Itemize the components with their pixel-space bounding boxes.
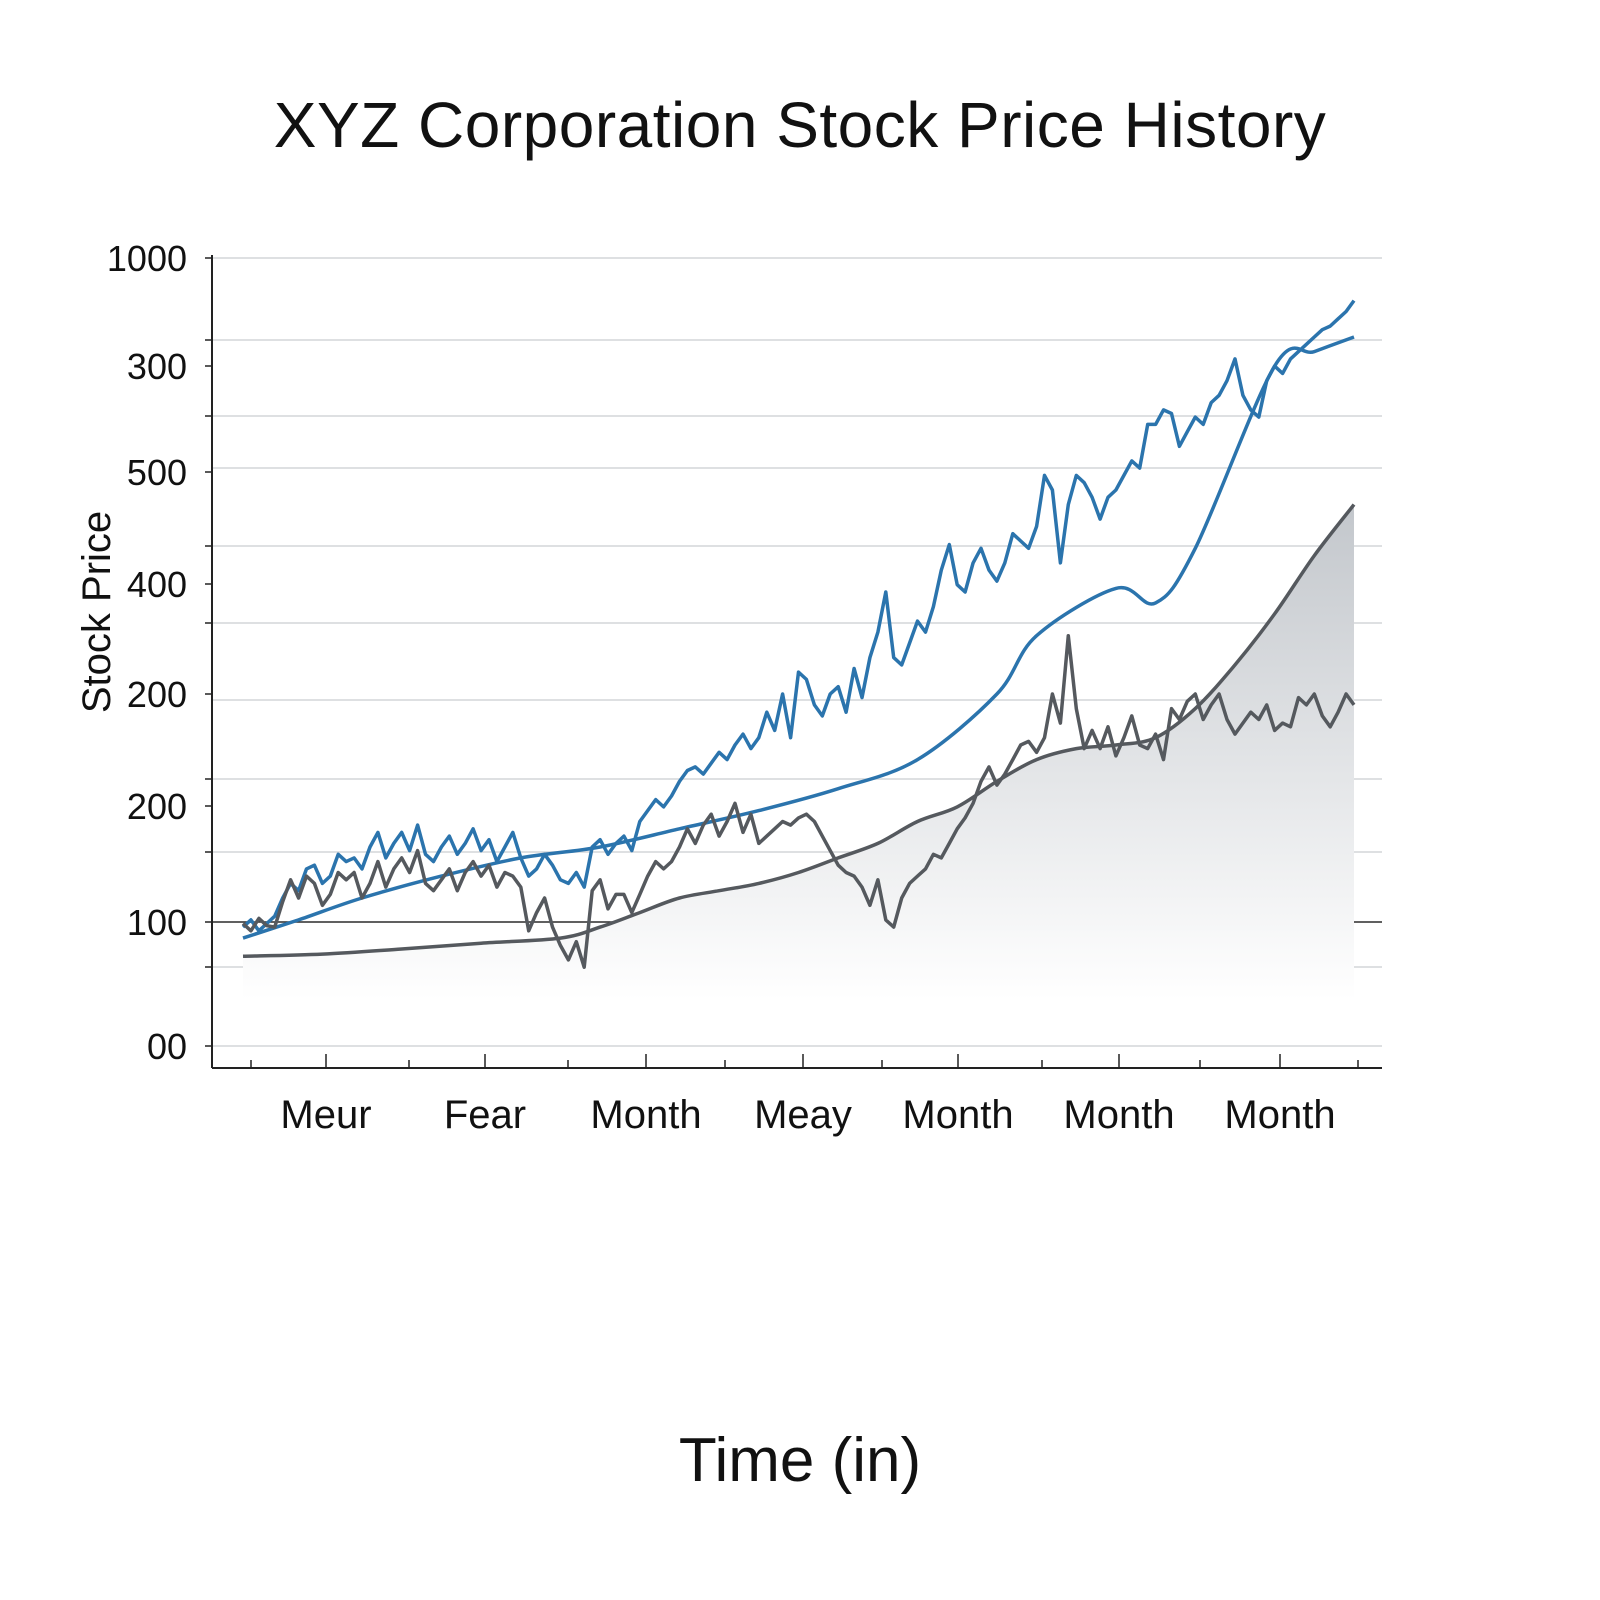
x-axis-label: Time (in) <box>678 1426 922 1495</box>
x-tick-label: Fear <box>444 1093 526 1137</box>
x-tick-label: Meay <box>754 1093 852 1137</box>
y-tick-label: 200 <box>127 786 187 827</box>
y-tick-label: 300 <box>127 346 187 387</box>
x-tick-label: Month <box>590 1093 701 1137</box>
y-tick-label: 100 <box>127 902 187 943</box>
y-ticks: 1000 300 500 400 200 200 100 00 <box>107 238 212 1067</box>
y-tick-label: 400 <box>127 564 187 605</box>
y-tick-label: 500 <box>127 452 187 493</box>
series-layer <box>241 299 1356 969</box>
series-line-trend-blue <box>242 335 1355 940</box>
x-tick-label: Month <box>1063 1093 1174 1137</box>
y-axis-label: Stock Price <box>75 511 119 713</box>
x-tick-label: Meur <box>280 1093 371 1137</box>
x-tick-label: Month <box>1224 1093 1335 1137</box>
series-points-price-gray <box>242 635 1355 968</box>
y-tick-label: 00 <box>147 1026 187 1067</box>
series-area-fill <box>243 504 1354 1000</box>
area-layer <box>243 504 1354 1000</box>
axes <box>211 255 1382 1069</box>
x-ticks: Meur Fear Month Meay Month Month Month <box>250 1054 1359 1137</box>
y-tick-label: 1000 <box>107 238 187 279</box>
chart-title: XYZ Corporation Stock Price History <box>273 89 1327 161</box>
series-points-price-blue <box>242 300 1355 931</box>
x-tick-label: Month <box>902 1093 1013 1137</box>
y-tick-label: 200 <box>127 674 187 715</box>
